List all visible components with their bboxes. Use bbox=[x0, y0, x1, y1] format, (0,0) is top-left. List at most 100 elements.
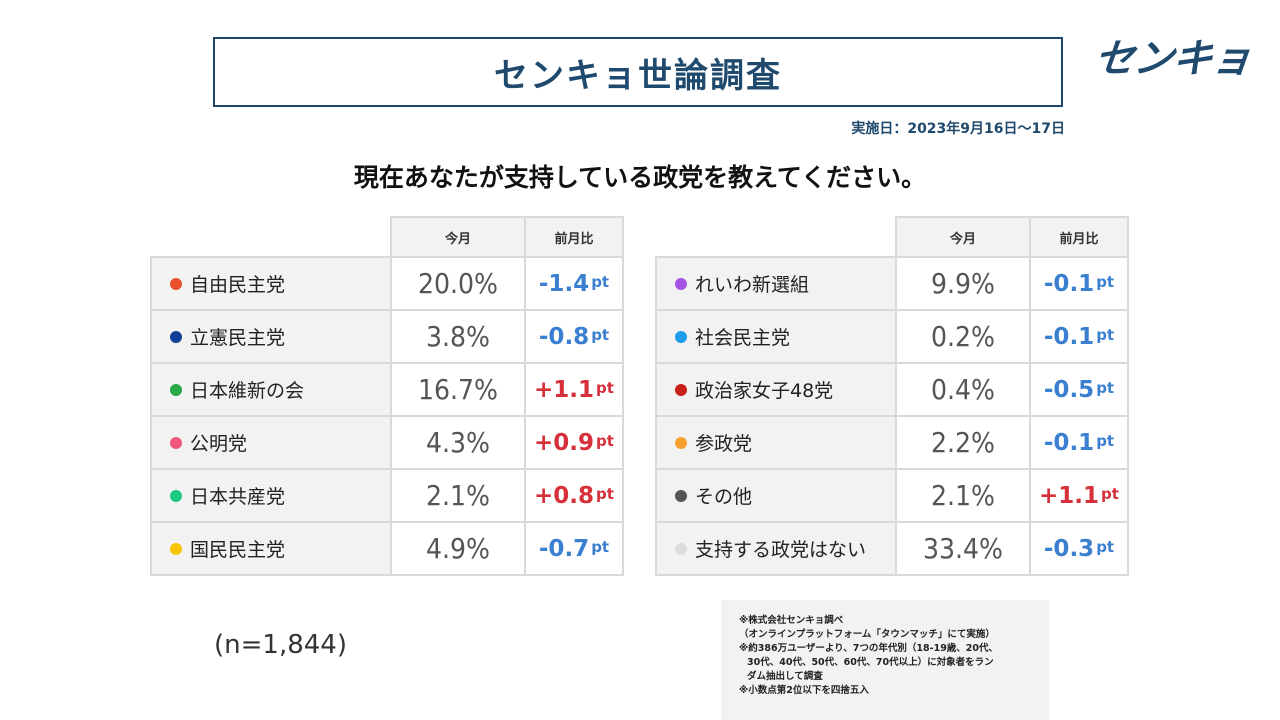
header-blank bbox=[656, 217, 897, 258]
change-cell: -0.3 pt bbox=[1029, 521, 1129, 576]
poll-table-right: 今月 前月比 れいわ新選組 9.9% -0.1 pt 社会民主党 0.2% -0.1 pt 政治… bbox=[655, 216, 1129, 576]
party-color-dot bbox=[170, 436, 182, 449]
party-name: れいわ新選組 bbox=[695, 274, 810, 296]
party-name: 立憲民主党 bbox=[190, 327, 286, 349]
change-unit: pt bbox=[596, 432, 614, 450]
current-percent: 0.2% bbox=[895, 309, 1031, 364]
change-cell: -0.5 pt bbox=[1029, 362, 1129, 417]
current-percent: 3.8% bbox=[390, 309, 526, 364]
party-cell: 政治家女子48党 bbox=[655, 362, 897, 417]
party-color-dot bbox=[170, 542, 182, 555]
party-color-dot bbox=[170, 383, 182, 396]
party-name: 政治家女子48党 bbox=[695, 380, 834, 402]
current-percent: 4.3% bbox=[390, 415, 526, 470]
party-color-dot bbox=[170, 330, 182, 343]
table-row: 支持する政党はない 33.4% -0.3 pt bbox=[655, 521, 1129, 576]
change-unit: pt bbox=[1096, 432, 1115, 450]
survey-question: 現在あなたが支持している政党を教えてください。 bbox=[353, 163, 927, 192]
party-cell: その他 bbox=[655, 468, 897, 523]
change-unit: pt bbox=[591, 538, 610, 556]
current-percent: 2.1% bbox=[390, 468, 526, 523]
table-row: 国民民主党 4.9% -0.7 pt bbox=[150, 521, 624, 576]
party-color-dot bbox=[675, 330, 687, 343]
header-change: 前月比 bbox=[524, 216, 624, 258]
note-line: ※株式会社センキョ調べ bbox=[739, 615, 844, 626]
survey-date: 実施日：2023年9月16日～17日 bbox=[851, 121, 1065, 137]
note-line: ダム抽出して調査 bbox=[747, 671, 823, 682]
change-value: -0.1 bbox=[1043, 429, 1095, 456]
title-box: センキョ世論調査 bbox=[213, 37, 1063, 107]
change-value: -0.8 bbox=[538, 323, 590, 350]
table-row: れいわ新選組 9.9% -0.1 pt bbox=[655, 256, 1129, 311]
change-value: -0.1 bbox=[1043, 270, 1095, 297]
change-value: -0.7 bbox=[538, 535, 590, 562]
note-line: ※小数点第2位以下を四捨五入 bbox=[739, 685, 869, 696]
party-cell: れいわ新選組 bbox=[655, 256, 897, 311]
table-row: 日本共産党 2.1% +0.8 pt bbox=[150, 468, 624, 523]
table-row: その他 2.1% +1.1 pt bbox=[655, 468, 1129, 523]
note-line: ※約386万ユーザーより、7つの年代別（18-19歳、20代、 bbox=[739, 643, 999, 654]
party-color-dot bbox=[675, 383, 687, 396]
header-current: 今月 bbox=[390, 216, 526, 258]
party-color-dot bbox=[675, 436, 687, 449]
change-cell: -0.1 pt bbox=[1029, 415, 1129, 470]
party-color-dot bbox=[675, 277, 687, 290]
notes-box: ※株式会社センキョ調べ （オンラインプラットフォーム「タウンマッチ」にて実施） … bbox=[721, 600, 1049, 720]
party-name: 日本共産党 bbox=[190, 486, 286, 508]
change-cell: -0.7 pt bbox=[524, 521, 624, 576]
table-row: 自由民主党 20.0% -1.4 pt bbox=[150, 256, 624, 311]
change-unit: pt bbox=[596, 379, 614, 397]
table-row: 日本維新の会 16.7% +1.1 pt bbox=[150, 362, 624, 417]
change-cell: +1.1 pt bbox=[1029, 468, 1129, 523]
party-cell: 支持する政党はない bbox=[655, 521, 897, 576]
party-cell: 参政党 bbox=[655, 415, 897, 470]
party-name: 国民民主党 bbox=[190, 539, 286, 561]
change-unit: pt bbox=[1096, 379, 1115, 397]
change-unit: pt bbox=[591, 273, 610, 291]
change-value: -0.5 bbox=[1043, 376, 1095, 403]
poll-table-left: 今月 前月比 自由民主党 20.0% -1.4 pt 立憲民主党 3.8% -0.8 pt 日本… bbox=[150, 216, 624, 576]
party-name: 公明党 bbox=[190, 433, 248, 455]
change-unit: pt bbox=[1096, 326, 1115, 344]
party-name: 日本維新の会 bbox=[190, 380, 305, 402]
change-value: +1.1 bbox=[1039, 482, 1100, 509]
current-percent: 4.9% bbox=[390, 521, 526, 576]
party-name: その他 bbox=[695, 486, 753, 508]
current-percent: 20.0% bbox=[390, 256, 526, 311]
party-name: 参政党 bbox=[695, 433, 753, 455]
change-value: -0.1 bbox=[1043, 323, 1095, 350]
change-unit: pt bbox=[1096, 538, 1115, 556]
current-percent: 2.2% bbox=[895, 415, 1031, 470]
change-value: +0.9 bbox=[534, 429, 595, 456]
party-name: 支持する政党はない bbox=[695, 539, 867, 561]
change-value: +0.8 bbox=[534, 482, 595, 509]
change-unit: pt bbox=[1096, 273, 1115, 291]
current-percent: 0.4% bbox=[895, 362, 1031, 417]
header-current: 今月 bbox=[895, 216, 1031, 258]
current-percent: 33.4% bbox=[895, 521, 1031, 576]
change-value: +1.1 bbox=[534, 376, 595, 403]
change-cell: +0.9 pt bbox=[524, 415, 624, 470]
table-row: 立憲民主党 3.8% -0.8 pt bbox=[150, 309, 624, 364]
change-value: -1.4 bbox=[538, 270, 590, 297]
party-cell: 公明党 bbox=[150, 415, 392, 470]
party-cell: 国民民主党 bbox=[150, 521, 392, 576]
party-cell: 社会民主党 bbox=[655, 309, 897, 364]
change-cell: -1.4 pt bbox=[524, 256, 624, 311]
change-cell: +1.1 pt bbox=[524, 362, 624, 417]
party-color-dot bbox=[170, 277, 182, 290]
change-unit: pt bbox=[596, 485, 614, 503]
note-line: 30代、40代、50代、60代、70代以上）に対象者をラン bbox=[747, 657, 994, 668]
party-name: 社会民主党 bbox=[695, 327, 791, 349]
change-cell: +0.8 pt bbox=[524, 468, 624, 523]
party-cell: 日本共産党 bbox=[150, 468, 392, 523]
party-cell: 自由民主党 bbox=[150, 256, 392, 311]
party-cell: 立憲民主党 bbox=[150, 309, 392, 364]
change-unit: pt bbox=[1101, 485, 1119, 503]
current-percent: 2.1% bbox=[895, 468, 1031, 523]
change-cell: -0.1 pt bbox=[1029, 256, 1129, 311]
party-cell: 日本維新の会 bbox=[150, 362, 392, 417]
current-percent: 16.7% bbox=[390, 362, 526, 417]
table-row: 社会民主党 0.2% -0.1 pt bbox=[655, 309, 1129, 364]
table-row: 公明党 4.3% +0.9 pt bbox=[150, 415, 624, 470]
